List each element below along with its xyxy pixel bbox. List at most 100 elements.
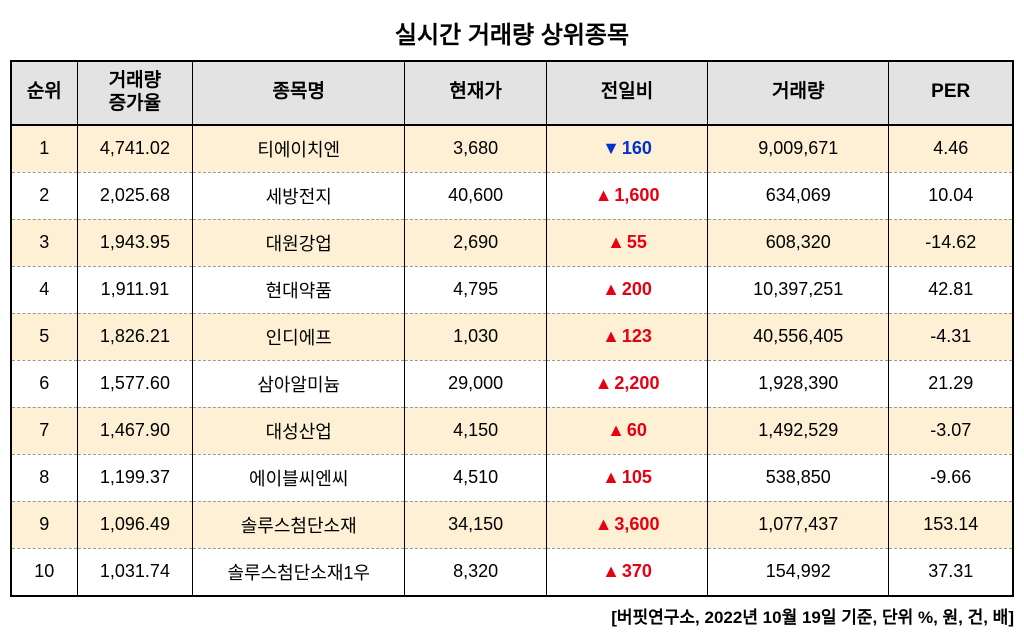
cell-rate: 1,826.21 <box>77 313 193 360</box>
cell-name: 인디에프 <box>193 313 405 360</box>
cell-change: ▼160 <box>547 125 708 173</box>
cell-volume: 9,009,671 <box>708 125 889 173</box>
cell-volume: 10,397,251 <box>708 266 889 313</box>
cell-per: 37.31 <box>889 548 1013 596</box>
triangle-up-icon: ▲55 <box>607 232 647 252</box>
cell-name: 솔루스첨단소재 <box>193 501 405 548</box>
header-row: 순위 거래량증가율 종목명 현재가 전일비 거래량 PER <box>11 61 1013 125</box>
triangle-up-icon: ▲370 <box>602 561 652 581</box>
cell-per: -14.62 <box>889 219 1013 266</box>
cell-price: 2,690 <box>405 219 547 266</box>
cell-volume: 538,850 <box>708 454 889 501</box>
col-change: 전일비 <box>547 61 708 125</box>
cell-rank: 8 <box>11 454 77 501</box>
cell-rate: 2,025.68 <box>77 172 193 219</box>
cell-rank: 4 <box>11 266 77 313</box>
cell-rank: 10 <box>11 548 77 596</box>
cell-rank: 6 <box>11 360 77 407</box>
triangle-up-icon: ▲200 <box>602 279 652 299</box>
table-row: 41,911.91현대약품4,795 ▲200 10,397,25142.81 <box>11 266 1013 313</box>
cell-name: 세방전지 <box>193 172 405 219</box>
triangle-up-icon: ▲2,200 <box>595 373 660 393</box>
stock-table: 순위 거래량증가율 종목명 현재가 전일비 거래량 PER 14,741.02티… <box>10 60 1014 597</box>
cell-price: 8,320 <box>405 548 547 596</box>
cell-price: 3,680 <box>405 125 547 173</box>
footnote: [버핏연구소, 2022년 10월 19일 기준, 단위 %, 원, 건, 배] <box>10 603 1014 628</box>
cell-volume: 608,320 <box>708 219 889 266</box>
cell-price: 4,795 <box>405 266 547 313</box>
cell-rate: 1,943.95 <box>77 219 193 266</box>
cell-volume: 40,556,405 <box>708 313 889 360</box>
cell-per: -4.31 <box>889 313 1013 360</box>
cell-name: 대원강업 <box>193 219 405 266</box>
table-row: 31,943.95대원강업2,690 ▲55 608,320-14.62 <box>11 219 1013 266</box>
cell-volume: 634,069 <box>708 172 889 219</box>
cell-per: 21.29 <box>889 360 1013 407</box>
cell-rate: 1,199.37 <box>77 454 193 501</box>
cell-rank: 7 <box>11 407 77 454</box>
cell-change: ▲3,600 <box>547 501 708 548</box>
col-per: PER <box>889 61 1013 125</box>
cell-volume: 1,492,529 <box>708 407 889 454</box>
cell-rank: 5 <box>11 313 77 360</box>
cell-name: 솔루스첨단소재1우 <box>193 548 405 596</box>
triangle-up-icon: ▲3,600 <box>595 514 660 534</box>
cell-name: 티에이치엔 <box>193 125 405 173</box>
cell-rank: 2 <box>11 172 77 219</box>
cell-volume: 1,077,437 <box>708 501 889 548</box>
cell-price: 40,600 <box>405 172 547 219</box>
cell-price: 29,000 <box>405 360 547 407</box>
cell-change: ▲370 <box>547 548 708 596</box>
col-volume: 거래량 <box>708 61 889 125</box>
triangle-up-icon: ▲1,600 <box>595 185 660 205</box>
cell-rank: 9 <box>11 501 77 548</box>
cell-rate: 1,467.90 <box>77 407 193 454</box>
cell-volume: 1,928,390 <box>708 360 889 407</box>
cell-rank: 3 <box>11 219 77 266</box>
cell-per: 42.81 <box>889 266 1013 313</box>
cell-price: 4,510 <box>405 454 547 501</box>
cell-change: ▲55 <box>547 219 708 266</box>
col-name: 종목명 <box>193 61 405 125</box>
triangle-down-icon: ▼160 <box>602 138 652 158</box>
triangle-up-icon: ▲123 <box>602 326 652 346</box>
cell-rate: 1,096.49 <box>77 501 193 548</box>
cell-rate: 4,741.02 <box>77 125 193 173</box>
triangle-up-icon: ▲105 <box>602 467 652 487</box>
table-title: 실시간 거래량 상위종목 <box>10 15 1014 50</box>
table-row: 61,577.60삼아알미늄29,000 ▲2,200 1,928,39021.29 <box>11 360 1013 407</box>
cell-name: 에이블씨엔씨 <box>193 454 405 501</box>
cell-name: 대성산업 <box>193 407 405 454</box>
table-row: 51,826.21인디에프1,030 ▲123 40,556,405-4.31 <box>11 313 1013 360</box>
col-rate: 거래량증가율 <box>77 61 193 125</box>
table-row: 91,096.49솔루스첨단소재34,150 ▲3,600 1,077,437153… <box>11 501 1013 548</box>
cell-per: -3.07 <box>889 407 1013 454</box>
cell-rate: 1,911.91 <box>77 266 193 313</box>
table-row: 101,031.74솔루스첨단소재1우8,320 ▲370 154,99237.31 <box>11 548 1013 596</box>
cell-change: ▲123 <box>547 313 708 360</box>
cell-rank: 1 <box>11 125 77 173</box>
cell-name: 삼아알미늄 <box>193 360 405 407</box>
cell-change: ▲200 <box>547 266 708 313</box>
cell-volume: 154,992 <box>708 548 889 596</box>
cell-rate: 1,031.74 <box>77 548 193 596</box>
cell-change: ▲2,200 <box>547 360 708 407</box>
cell-price: 1,030 <box>405 313 547 360</box>
cell-per: 153.14 <box>889 501 1013 548</box>
col-price: 현재가 <box>405 61 547 125</box>
cell-price: 34,150 <box>405 501 547 548</box>
cell-change: ▲105 <box>547 454 708 501</box>
cell-change: ▲1,600 <box>547 172 708 219</box>
triangle-up-icon: ▲60 <box>607 420 647 440</box>
table-row: 14,741.02티에이치엔3,680 ▼160 9,009,6714.46 <box>11 125 1013 173</box>
cell-rate: 1,577.60 <box>77 360 193 407</box>
table-row: 71,467.90대성산업4,150 ▲60 1,492,529-3.07 <box>11 407 1013 454</box>
table-row: 81,199.37에이블씨엔씨4,510 ▲105 538,850-9.66 <box>11 454 1013 501</box>
cell-price: 4,150 <box>405 407 547 454</box>
cell-per: -9.66 <box>889 454 1013 501</box>
cell-per: 10.04 <box>889 172 1013 219</box>
cell-change: ▲60 <box>547 407 708 454</box>
cell-name: 현대약품 <box>193 266 405 313</box>
cell-per: 4.46 <box>889 125 1013 173</box>
table-row: 22,025.68세방전지40,600 ▲1,600 634,06910.04 <box>11 172 1013 219</box>
